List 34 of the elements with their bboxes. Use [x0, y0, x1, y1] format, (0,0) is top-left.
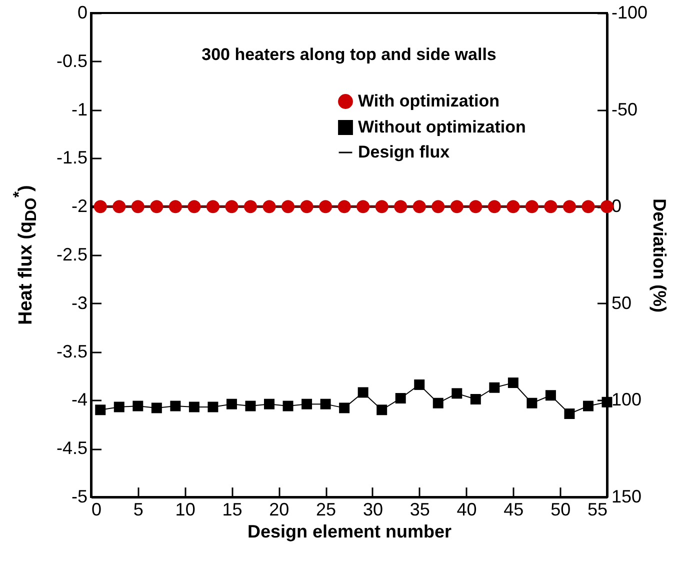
y2-tick-label: -100 — [612, 2, 648, 22]
legend-label: With optimization — [358, 92, 500, 110]
x-tick-label: 55 — [587, 500, 608, 520]
y-tick-label: -4.5 — [56, 438, 88, 458]
y-tick-label: -0.5 — [56, 50, 88, 71]
y2-tick-label: 100 — [612, 390, 642, 410]
legend-label: Design flux — [358, 142, 450, 162]
y-tick-label: -5 — [71, 486, 88, 506]
legend-label: Without optimization — [358, 118, 526, 136]
x-tick-label: 5 — [133, 500, 144, 520]
x-tick-label: 50 — [550, 500, 571, 520]
annotation: 300 heaters along top and side walls — [202, 45, 496, 64]
y-tick-label: -3 — [71, 292, 88, 313]
x-tick-label: 20 — [269, 500, 290, 520]
x-tick-label: 45 — [504, 500, 524, 520]
y2-axis-title: Deviation (%) — [650, 198, 670, 313]
y2-tick-label: 150 — [612, 486, 642, 506]
y2-tick-label: 50 — [612, 292, 632, 313]
x-tick-label: 30 — [362, 500, 383, 520]
x-tick-label: 40 — [456, 500, 477, 520]
x-tick-label: 35 — [410, 500, 430, 520]
y-tick-label: -1 — [71, 99, 88, 120]
y-tick-label: -3.5 — [56, 341, 88, 362]
x-tick-label: 25 — [316, 500, 336, 520]
x-axis-title: Design element number — [247, 522, 452, 542]
x-tick-label: 15 — [222, 500, 242, 520]
y-tick-label: -1.5 — [56, 148, 88, 168]
y-tick-label: 0 — [77, 2, 88, 22]
y2-tick-label: -50 — [612, 99, 638, 120]
y-tick-label: -2 — [71, 196, 88, 216]
y-tick-label: -2.5 — [56, 244, 88, 264]
x-tick-label: 0 — [92, 500, 102, 520]
y-tick-label: -4 — [71, 390, 88, 410]
x-tick-label: 10 — [175, 500, 196, 520]
